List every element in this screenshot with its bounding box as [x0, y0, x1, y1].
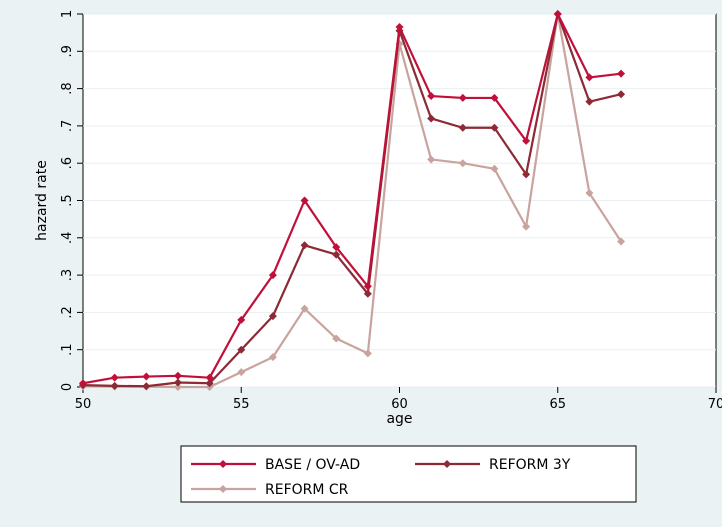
axes: 0 .1 .2 .3 .4 .5 .6 .7 .8 .9 1 50 55 60 65 70 — [60, 10, 722, 412]
data-point-reform-cr — [363, 349, 372, 358]
legend: BASE / OV-AD REFORM 3Y REFORM CR — [180, 445, 637, 503]
data-point-base-ov-ad — [553, 10, 562, 18]
data-point-base-ov-ad — [522, 136, 531, 145]
data-point-reform-cr — [173, 383, 182, 391]
data-point-reform-3y — [173, 378, 182, 387]
data-point-base-ov-ad — [268, 271, 277, 280]
data-point-reform-3y — [490, 123, 499, 132]
x-tick-label: 65 — [549, 397, 566, 412]
data-point-base-ov-ad — [617, 69, 626, 78]
data-point-reform-3y — [617, 90, 626, 99]
y-tick-label: .6 — [60, 157, 75, 169]
data-point-base-ov-ad — [300, 196, 309, 205]
data-point-base-ov-ad — [395, 23, 404, 32]
y-tick-label: 0 — [60, 383, 75, 391]
data-point-reform-cr — [458, 159, 467, 168]
data-point-reform-3y — [427, 114, 436, 123]
legend-entry-base-ov-ad: BASE / OV-AD — [191, 457, 360, 473]
data-point-base-ov-ad — [427, 92, 436, 101]
data-point-reform-3y — [268, 312, 277, 321]
data-point-reform-cr — [522, 222, 531, 231]
legend-swatch-marker — [219, 485, 227, 493]
series-line-reform-cr — [82, 12, 622, 389]
data-point-base-ov-ad — [332, 243, 341, 252]
data-point-base-ov-ad — [173, 371, 182, 380]
y-tick-label: 1 — [60, 10, 75, 18]
data-point-reform-cr — [617, 237, 626, 246]
y-tick-label: .2 — [60, 306, 75, 318]
x-tick-label: 70 — [708, 397, 722, 412]
data-point-base-ov-ad — [237, 315, 246, 324]
y-tick-label: .3 — [60, 269, 75, 281]
data-point-reform-3y — [205, 379, 214, 388]
data-point-reform-3y — [142, 382, 151, 391]
data-point-base-ov-ad — [363, 282, 372, 291]
data-point-base-ov-ad — [79, 379, 87, 388]
legend-box — [180, 445, 637, 503]
legend-entry-reform-cr: REFORM CR — [191, 482, 349, 498]
data-point-base-ov-ad — [110, 373, 119, 382]
y-tick-label: .7 — [60, 120, 75, 132]
data-point-base-ov-ad — [458, 93, 467, 102]
legend-label: BASE / OV-AD — [265, 457, 360, 473]
legend-label: REFORM CR — [265, 482, 349, 498]
x-tick-label: 60 — [391, 397, 408, 412]
data-point-reform-3y — [300, 241, 309, 250]
data-point-reform-cr — [300, 304, 309, 313]
y-tick-label: .5 — [60, 194, 75, 206]
y-tick-label: .4 — [60, 232, 75, 244]
series-reform-3y — [79, 10, 626, 391]
y-tick-label: .1 — [60, 343, 75, 355]
data-point-reform-cr — [490, 164, 499, 173]
data-point-reform-cr — [268, 353, 277, 362]
series-base-ov-ad — [79, 10, 626, 388]
y-tick-label: .9 — [60, 45, 75, 57]
data-point-base-ov-ad — [142, 372, 151, 381]
series-layer — [79, 10, 626, 391]
series-line-reform-3y — [82, 12, 622, 388]
data-point-base-ov-ad — [490, 93, 499, 102]
data-point-reform-3y — [332, 250, 341, 259]
data-point-reform-cr — [585, 189, 594, 198]
y-tick-label: .8 — [60, 82, 75, 94]
data-point-base-ov-ad — [205, 373, 214, 382]
data-point-reform-cr — [427, 155, 436, 164]
data-point-reform-3y — [458, 123, 467, 132]
data-point-reform-3y — [585, 97, 594, 106]
data-point-base-ov-ad — [585, 73, 594, 82]
series-line-base-ov-ad — [82, 12, 622, 385]
x-tick-label: 50 — [75, 397, 92, 412]
y-axis-title: hazard rate — [34, 160, 50, 241]
data-point-reform-cr — [237, 368, 246, 377]
data-point-reform-3y — [522, 170, 531, 179]
data-point-reform-3y — [237, 345, 246, 354]
legend-entry-reform-3y: REFORM 3Y — [415, 457, 571, 473]
data-point-reform-3y — [363, 289, 372, 298]
legend-swatch-marker — [443, 460, 451, 468]
x-tick-label: 55 — [233, 397, 250, 412]
data-point-reform-cr — [332, 334, 341, 343]
x-axis-title: age — [386, 411, 412, 427]
data-point-reform-3y — [110, 381, 119, 390]
gridlines — [83, 13, 716, 388]
legend-label: REFORM 3Y — [489, 457, 571, 473]
legend-swatch-marker — [219, 460, 227, 468]
